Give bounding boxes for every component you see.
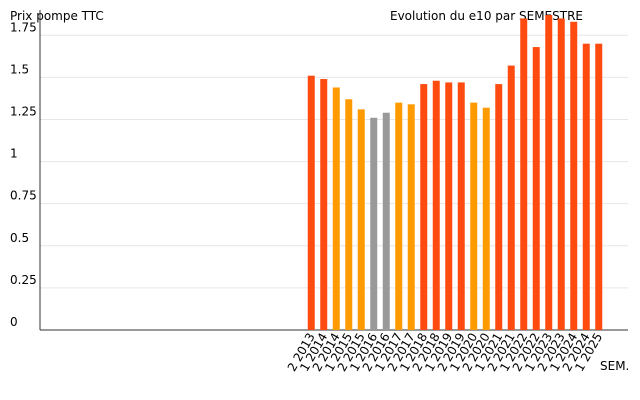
bar	[432, 80, 440, 330]
y-tick-label: 1.25	[10, 104, 37, 118]
bar	[532, 47, 540, 330]
bar	[407, 104, 415, 330]
y-tick-label: 1.5	[10, 62, 29, 76]
bar	[482, 107, 490, 331]
bar	[582, 43, 590, 331]
bar	[357, 109, 365, 330]
bar	[595, 43, 603, 331]
y-tick-label: 0.5	[10, 231, 29, 245]
bar	[332, 87, 340, 330]
y-tick-label: 0.25	[10, 273, 37, 287]
bar	[345, 99, 353, 331]
bar	[382, 112, 390, 330]
bar	[420, 84, 428, 331]
bar	[570, 21, 578, 330]
chart-title: Evolution du e10 par SEMESTRE	[390, 9, 583, 23]
bar	[545, 15, 553, 330]
bar	[320, 79, 328, 330]
y-tick-label: 0	[10, 315, 18, 329]
y-tick-label: 1	[10, 147, 18, 161]
y-axis-label: Prix pompe TTC	[10, 9, 104, 23]
bar	[470, 102, 478, 330]
bar	[457, 82, 465, 330]
y-tick-label: 1.75	[10, 20, 37, 34]
bar	[395, 102, 403, 330]
bar	[370, 117, 378, 330]
y-tick-label: 0.75	[10, 189, 37, 203]
bar	[495, 84, 503, 331]
bar	[307, 75, 315, 331]
bar	[445, 82, 453, 330]
bar	[557, 18, 565, 331]
bar	[507, 65, 515, 330]
bar	[520, 18, 528, 331]
x-axis-label: SEM.	[600, 359, 629, 373]
